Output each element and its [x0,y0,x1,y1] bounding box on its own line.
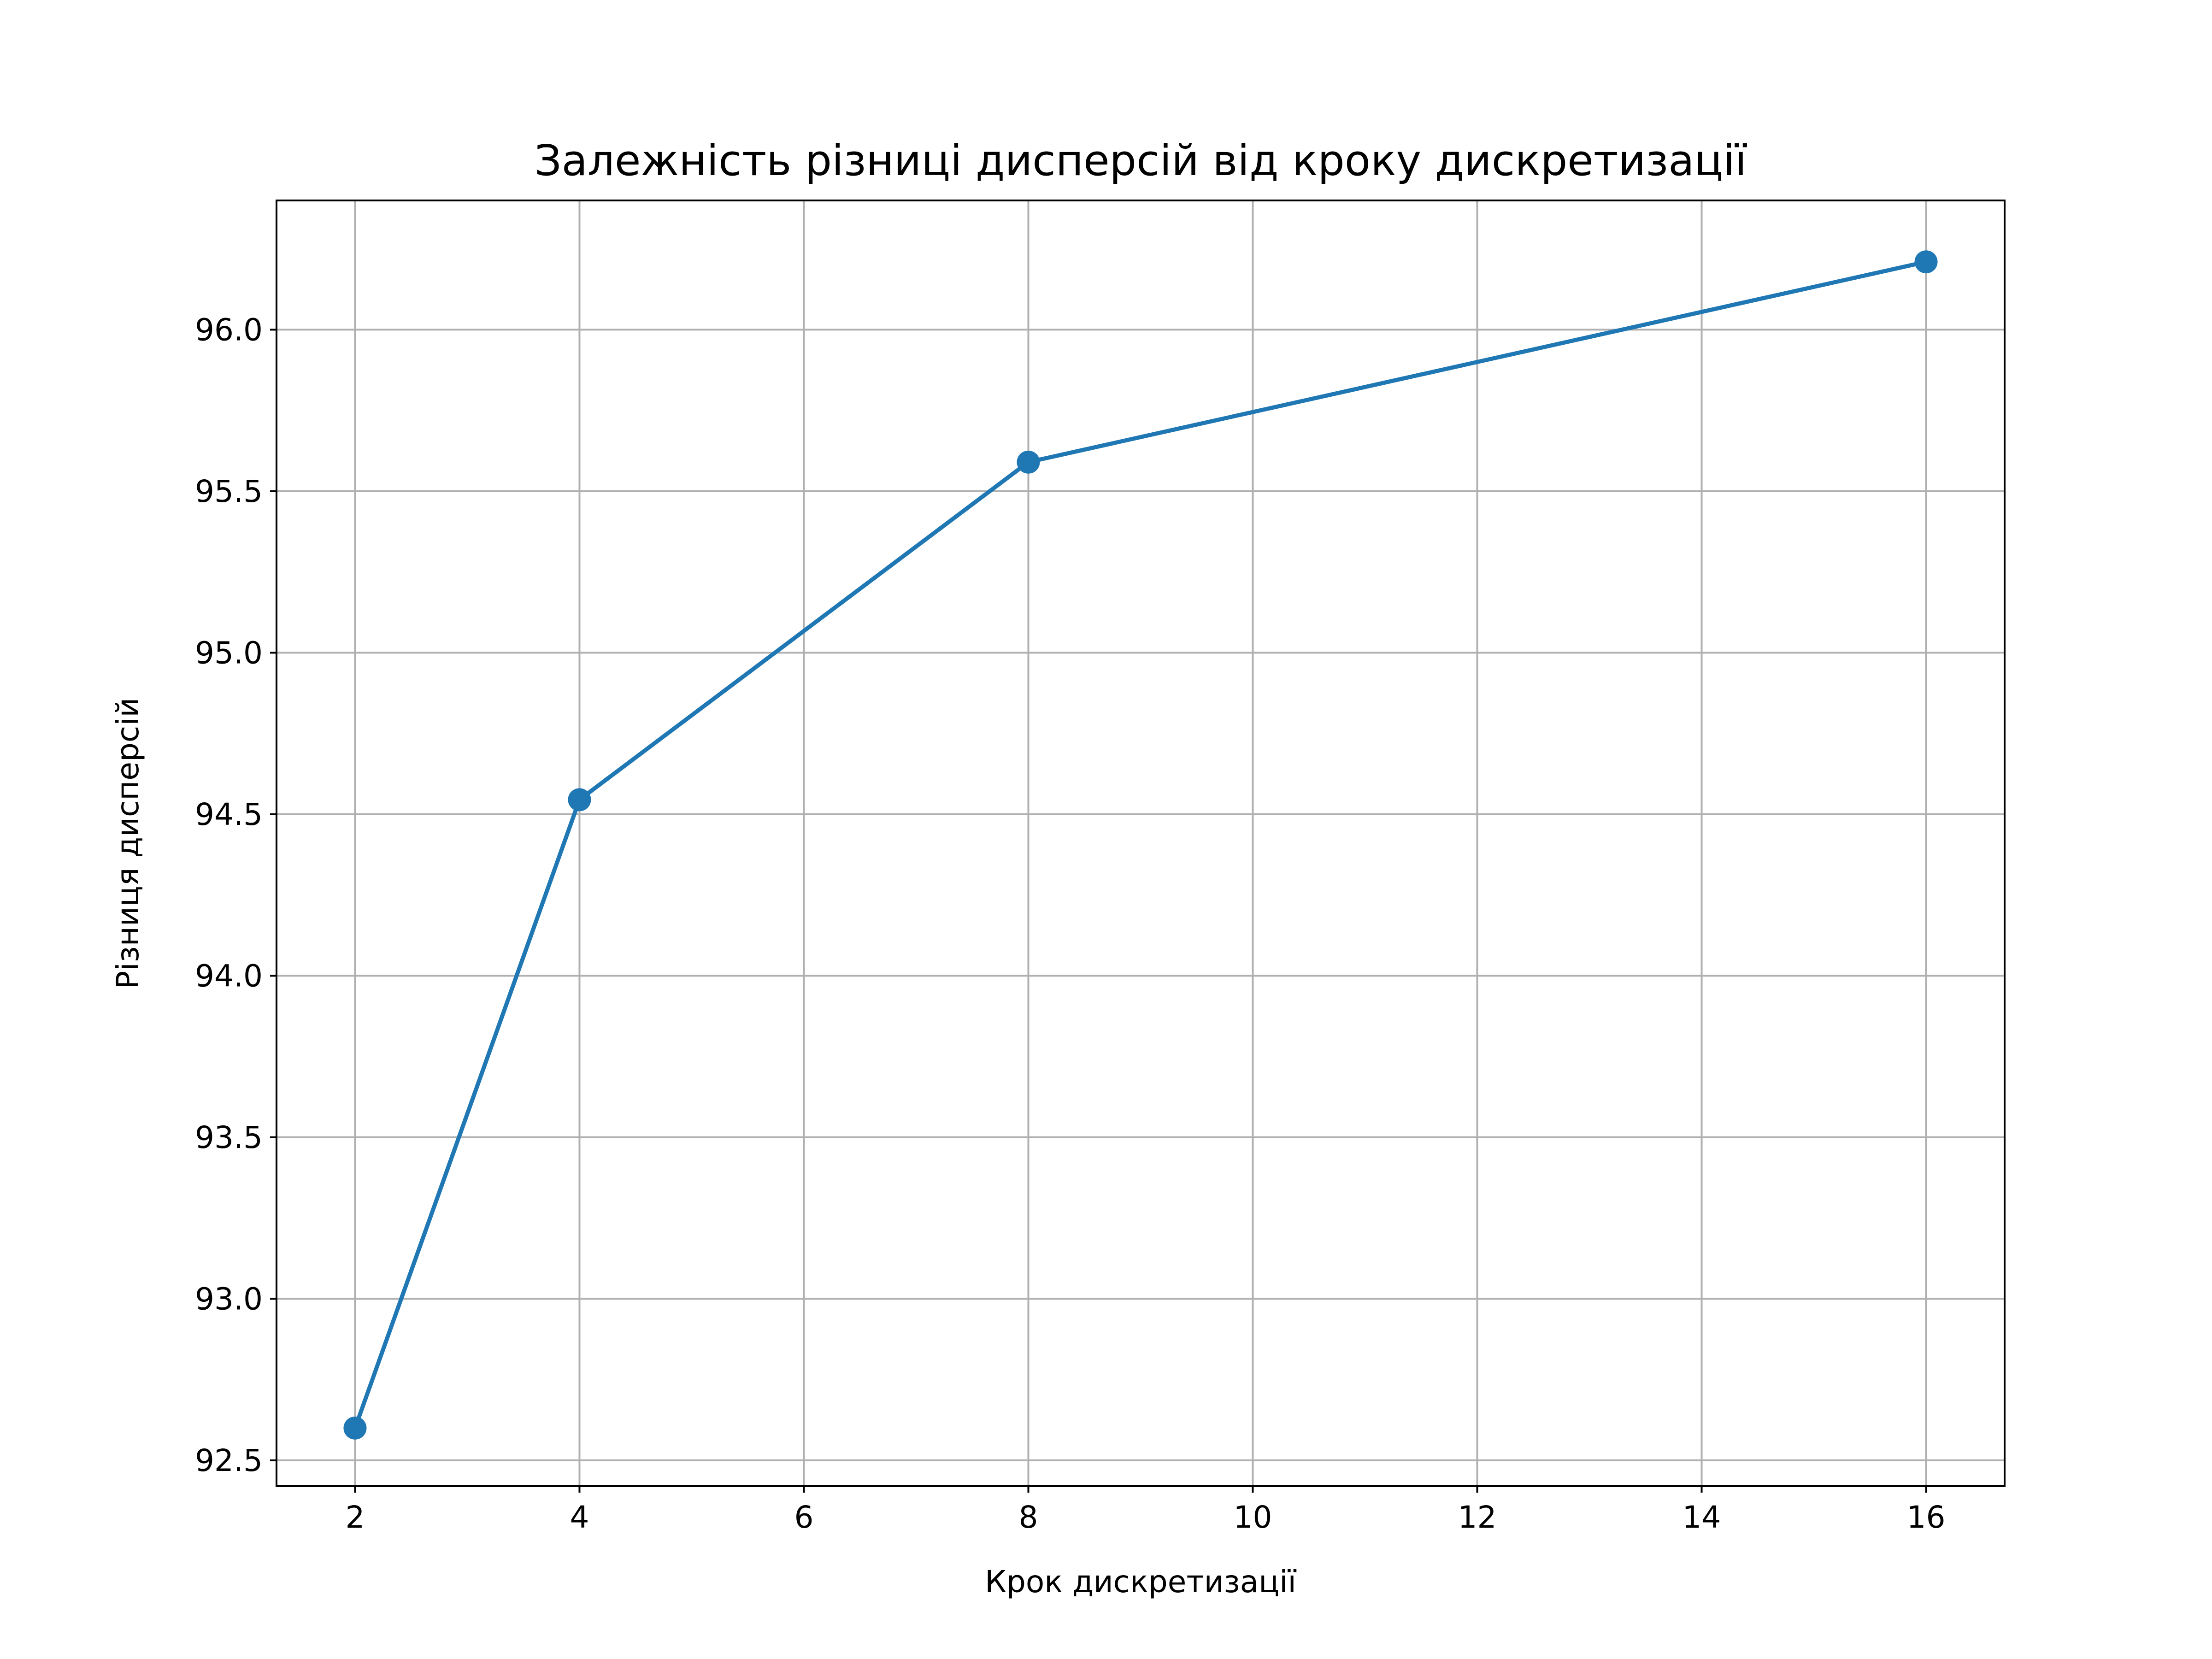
x-axis-ticks: 2 4 6 8 10 12 14 16 [345,1486,1945,1535]
y-tick-label: 96.0 [195,312,263,347]
x-tick-label: 8 [1018,1500,1038,1535]
x-tick-label: 6 [794,1500,813,1535]
data-point [1915,250,1938,273]
x-tick-label: 2 [345,1500,365,1535]
x-tick-label: 14 [1683,1500,1721,1535]
data-point [568,788,591,811]
y-tick-label: 94.0 [195,958,263,994]
series-line [355,262,1926,1428]
data-point [1017,451,1040,474]
x-tick-label: 10 [1234,1500,1272,1535]
plot-frame [276,200,2005,1486]
grid [276,200,2005,1486]
y-tick-label: 95.0 [195,635,263,671]
y-tick-label: 95.5 [195,474,263,509]
data-point [343,1417,366,1440]
y-tick-label: 92.5 [195,1443,263,1478]
series-layer [343,250,1937,1440]
x-tick-label: 4 [570,1500,589,1535]
y-tick-label: 93.5 [195,1120,263,1155]
y-axis-ticks: 92.5 93.0 93.5 94.0 94.5 95.0 95.5 96.0 [195,312,276,1478]
x-axis-label: Крок дискретизації [985,1564,1296,1600]
x-tick-label: 16 [1907,1500,1946,1535]
y-tick-label: 94.5 [195,797,263,832]
y-axis-label: Різниця дисперсій [110,698,146,989]
chart-title: Залежність різниці дисперсій від кроку д… [535,136,1747,185]
y-tick-label: 93.0 [195,1281,263,1317]
x-tick-label: 12 [1458,1500,1497,1535]
